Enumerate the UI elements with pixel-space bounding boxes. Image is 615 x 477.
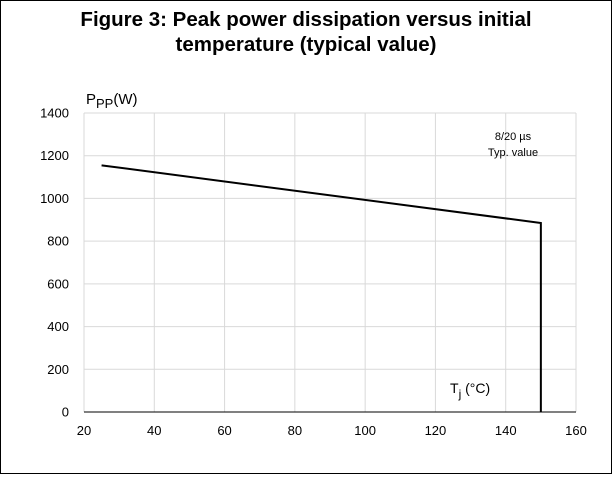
x-tick-label: 160 xyxy=(565,423,587,438)
annotation: 8/20 µs Typ. value xyxy=(488,131,538,159)
y-tick-label: 200 xyxy=(47,362,69,377)
x-tick-label: 140 xyxy=(495,423,517,438)
y-tick-label: 1200 xyxy=(40,148,69,163)
annotation-line-2: Typ. value xyxy=(488,147,538,159)
x-tick-label: 20 xyxy=(77,423,91,438)
y-tick-label: 1400 xyxy=(40,106,69,121)
annotation-line-1: 8/20 µs xyxy=(495,131,532,143)
series-line-0 xyxy=(101,164,542,412)
figure-title-line-1: Figure 3: Peak power dissipation versus … xyxy=(80,8,532,31)
axis-labels: PPP(W) Tj (°C) xyxy=(86,91,490,401)
x-tick-label: 40 xyxy=(147,423,161,438)
x-tick-label: 60 xyxy=(217,423,231,438)
x-axis-label: Tj (°C) xyxy=(450,380,490,401)
y-axis-label: PPP(W) xyxy=(86,91,138,111)
y-tick-label: 0 xyxy=(62,405,69,420)
x-tick-label: 120 xyxy=(425,423,447,438)
tick-labels: 20 40 60 80 100 120 140 160 0 200 400 600 800 1000 120… xyxy=(40,106,587,439)
x-tick-label: 80 xyxy=(288,423,302,438)
x-tick-label: 100 xyxy=(354,423,376,438)
series xyxy=(101,164,542,412)
figure-title: Figure 3: Peak power dissipation versus … xyxy=(0,7,612,57)
figure-title-line-2: temperature (typical value) xyxy=(175,33,437,56)
y-tick-label: 800 xyxy=(47,234,69,249)
y-tick-label: 600 xyxy=(47,276,69,291)
y-tick-label: 400 xyxy=(47,319,69,334)
y-tick-label: 1000 xyxy=(40,191,69,206)
